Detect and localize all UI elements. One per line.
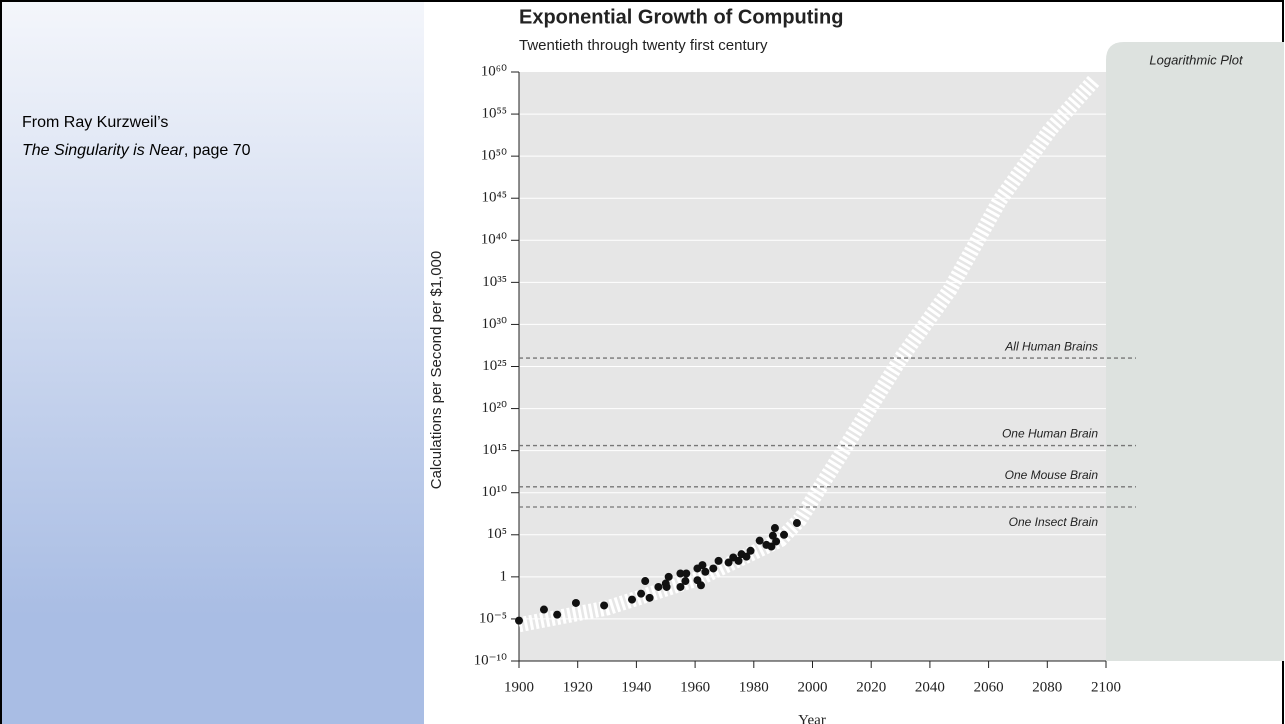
data-point xyxy=(646,594,654,602)
y-tick-label: 10⁻⁵ xyxy=(479,610,507,626)
x-tick-label: 1960 xyxy=(680,679,710,695)
y-tick-label: 10²⁰ xyxy=(481,400,507,416)
data-point xyxy=(637,590,645,598)
y-tick-label: 10⁻¹⁰ xyxy=(474,652,507,668)
reference-label: One Insect Brain xyxy=(1009,515,1099,529)
data-point xyxy=(540,606,548,614)
x-tick-label: 1920 xyxy=(563,679,593,695)
x-tick-label: 1980 xyxy=(739,679,769,695)
x-axis-title: Year xyxy=(798,712,826,724)
x-tick-label: 2080 xyxy=(1032,679,1062,695)
y-tick-label: 10⁵ xyxy=(487,526,507,542)
data-point xyxy=(600,601,608,609)
y-tick-label: 10¹⁰ xyxy=(481,484,507,500)
chart-title: Exponential Growth of Computing xyxy=(519,6,843,28)
data-point xyxy=(697,581,705,589)
y-tick-label: 10⁵⁵ xyxy=(482,106,507,122)
data-point xyxy=(772,537,780,545)
slide: From Ray Kurzweil’s The Singularity is N… xyxy=(0,0,1285,724)
y-tick-label: 10⁵⁰ xyxy=(481,148,507,164)
data-point xyxy=(793,519,801,527)
data-point xyxy=(665,573,673,581)
caption-book: The Singularity is Near xyxy=(22,142,185,159)
side-panel xyxy=(0,0,424,724)
data-point xyxy=(709,564,717,572)
x-tick-label: 2020 xyxy=(856,679,886,695)
caption-line: From Ray Kurzweil’s xyxy=(22,114,168,131)
data-point xyxy=(654,583,662,591)
page: From Ray Kurzweil’s The Singularity is N… xyxy=(0,0,1285,724)
data-point xyxy=(780,531,788,539)
data-point xyxy=(715,557,723,565)
data-point xyxy=(681,577,689,585)
y-tick-label: 10⁴⁰ xyxy=(481,232,507,248)
data-point xyxy=(628,596,636,604)
x-tick-label: 1940 xyxy=(621,679,651,695)
data-point xyxy=(572,599,580,607)
data-point xyxy=(747,547,755,555)
y-tick-label: 10⁴⁵ xyxy=(482,190,507,206)
x-tick-label: 2040 xyxy=(915,679,945,695)
reference-label: One Human Brain xyxy=(1002,427,1098,441)
data-point xyxy=(641,577,649,585)
y-tick-label: 10⁶⁰ xyxy=(481,63,507,79)
data-point xyxy=(756,537,764,545)
reference-label: One Mouse Brain xyxy=(1005,468,1099,482)
y-tick-label: 10³⁰ xyxy=(481,316,507,332)
data-point xyxy=(701,568,709,576)
data-point xyxy=(663,583,671,591)
y-tick-label: 10²⁵ xyxy=(482,358,507,374)
data-point xyxy=(515,617,523,625)
y-tick-label: 1 xyxy=(500,568,508,584)
data-point xyxy=(771,524,779,532)
x-tick-label: 2000 xyxy=(798,679,828,695)
x-tick-label: 1900 xyxy=(504,679,534,695)
y-tick-label: 10³⁵ xyxy=(482,274,507,290)
data-point xyxy=(553,611,561,619)
caption-page: , page 70 xyxy=(184,142,251,159)
panel-label: Logarithmic Plot xyxy=(1149,52,1244,67)
caption-line: The Singularity is Near, page 70 xyxy=(22,142,251,159)
side-image-panel xyxy=(1106,42,1284,661)
y-axis-title: Calculations per Second per $1,000 xyxy=(428,251,445,490)
chart-subtitle: Twentieth through twenty first century xyxy=(519,37,768,54)
data-point xyxy=(682,570,690,578)
reference-label: All Human Brains xyxy=(1004,339,1098,353)
y-tick-label: 10¹⁵ xyxy=(482,442,507,458)
x-tick-label: 2100 xyxy=(1091,679,1121,695)
x-tick-label: 2060 xyxy=(974,679,1004,695)
